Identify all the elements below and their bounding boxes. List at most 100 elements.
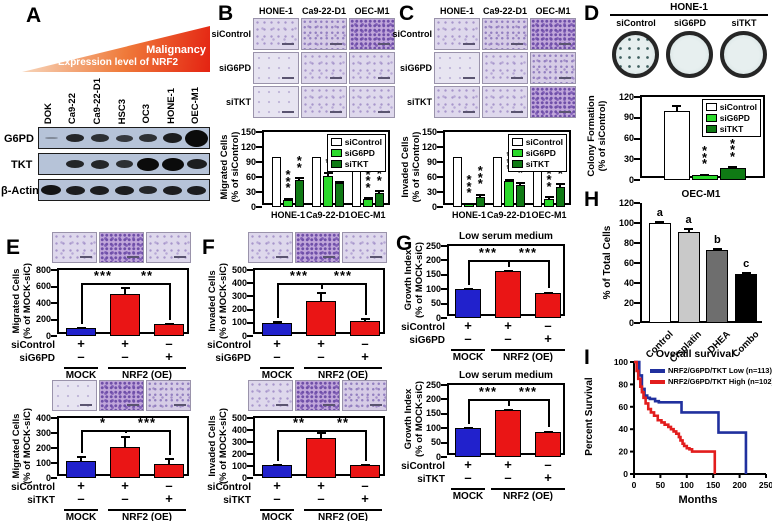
group-label: NRF2 (OE) (318, 370, 368, 381)
y-tick-label: 300 (231, 290, 247, 301)
group-label: NRF2 (OE) (122, 370, 172, 381)
legend-swatch (511, 138, 523, 146)
significance-stars: * * * (701, 143, 708, 172)
legend-entry: siG6PD (330, 148, 382, 158)
x-axis-label: HONE-1 (451, 210, 486, 220)
legend-swatch (330, 138, 342, 146)
error-bar (320, 431, 322, 439)
y-tick-mark (634, 137, 640, 140)
y-tick-mark (256, 161, 262, 163)
y-tick-mark (634, 282, 640, 284)
y-tick-mark (437, 176, 443, 178)
y-tick-label: 500 (231, 412, 247, 423)
legend-swatch (511, 149, 523, 157)
comparison-bracket (508, 399, 548, 402)
y-tick-mark (51, 318, 57, 321)
treatment-row-label: siControl (401, 461, 445, 472)
comparison-bracket-leg (548, 399, 550, 428)
y-tick-label: 30 (426, 186, 437, 197)
plus-minus-value: – (273, 491, 281, 506)
chart-legend: siControl siG6PD siTKT (701, 99, 761, 137)
y-tick-mark (51, 417, 57, 419)
protein-band (114, 185, 134, 195)
treatment-row-label: siControl (401, 322, 445, 333)
y-tick-mark (441, 398, 447, 401)
col-header: siG6PD (673, 18, 706, 28)
y-tick-mark (441, 245, 447, 247)
plus-minus-value: – (504, 331, 512, 346)
y-tick-mark (247, 465, 253, 467)
y-tick-mark (247, 282, 253, 285)
svg-text:150: 150 (706, 480, 720, 490)
y-tick-mark (437, 206, 443, 208)
significance-stars: * * * (285, 167, 291, 195)
y-tick-label: 50 (430, 298, 441, 309)
protein-band (66, 160, 85, 168)
group-label: NRF2 (OE) (503, 352, 553, 363)
bar (493, 157, 503, 207)
lane-labels: DOK Ca9-22 Ca9-22-D1 HSC3 OC3 HONE-1 OEC… (36, 70, 208, 124)
y-tick-label: 30 (623, 153, 634, 164)
lane-label: Ca9-22-D1 (91, 77, 103, 124)
microscopy-image (434, 86, 480, 118)
colony-dish-sig6pd (666, 31, 713, 78)
plus-minus-value: + (464, 457, 472, 472)
panel-c-label: C (399, 2, 415, 25)
km-svg: 0 20 40 60 80 100 0 50 100 150 200 250 (614, 357, 772, 490)
y-tick-label: 0 (628, 174, 634, 185)
bar (110, 446, 140, 478)
significance-stars: *** (137, 415, 157, 430)
y-tick-label: 500 (231, 264, 247, 275)
bar (706, 250, 729, 323)
microscopy-image (295, 232, 340, 263)
y-tick-mark (51, 477, 57, 479)
group-label: MOCK (65, 512, 97, 521)
microscopy-image (146, 232, 191, 263)
growth-index-chart: 0 50 100 150 200 250 *** *** siControl + + – siG6PD –… (401, 241, 565, 363)
microscopy-image (52, 232, 97, 263)
x-axis-label: OEC-M1 (350, 210, 386, 220)
plus-minus-value: + (165, 491, 173, 506)
microscopy-image (349, 86, 395, 118)
total-cells-chart: 0 20 40 60 80 100 120 a Control a Cisplatin b DHEA c C… (619, 198, 762, 365)
y-tick-mark (441, 259, 447, 262)
invaded-cells-oe-chart: 0 100 200 300 400 500 *** *** siControl + + – siG6PD… (207, 265, 385, 381)
y-tick-mark (247, 321, 253, 324)
legend-entry: siTKT (705, 124, 757, 134)
x-axis-label: Months (678, 494, 718, 506)
bar (515, 184, 525, 207)
group-underline (491, 488, 565, 490)
microscopy-image (52, 380, 97, 411)
protein-band (187, 185, 207, 195)
panel-a-label: A (26, 4, 42, 27)
legend-entry: siControl (705, 102, 757, 112)
group-underline (491, 349, 565, 351)
col-header: siTKT (731, 18, 757, 28)
bar (374, 193, 384, 207)
error-bar-cap (504, 178, 514, 181)
blot-name-tkt: TKT (11, 159, 33, 171)
bar (334, 183, 344, 207)
treatment-row-label: siG6PD (215, 353, 251, 364)
y-tick-mark (441, 288, 447, 291)
comparison-bracket-leg (508, 399, 510, 407)
bar (495, 410, 521, 457)
y-tick-label: 30 (245, 186, 256, 197)
significance-stars: * * * (729, 135, 736, 164)
y-tick-label: 90 (245, 156, 256, 167)
microscopy-image (301, 52, 347, 84)
protein-band (186, 159, 207, 169)
treatment-row-label: siTKT (27, 495, 55, 506)
plus-minus-value: + (121, 478, 129, 493)
y-tick-mark (441, 412, 447, 415)
error-bar-cap (728, 166, 737, 169)
svg-text:200: 200 (733, 480, 747, 490)
significance-stars: *** (93, 268, 113, 284)
y-tick-label: 100 (425, 283, 441, 294)
migration-image-grid (253, 18, 395, 118)
error-bar (124, 436, 126, 447)
bar (294, 180, 304, 207)
comparison-bracket-leg (365, 283, 367, 316)
y-tick-label: 80 (623, 237, 634, 248)
km-legend-high: NRF2/G6PD/TKT High (n=102) (650, 377, 772, 386)
